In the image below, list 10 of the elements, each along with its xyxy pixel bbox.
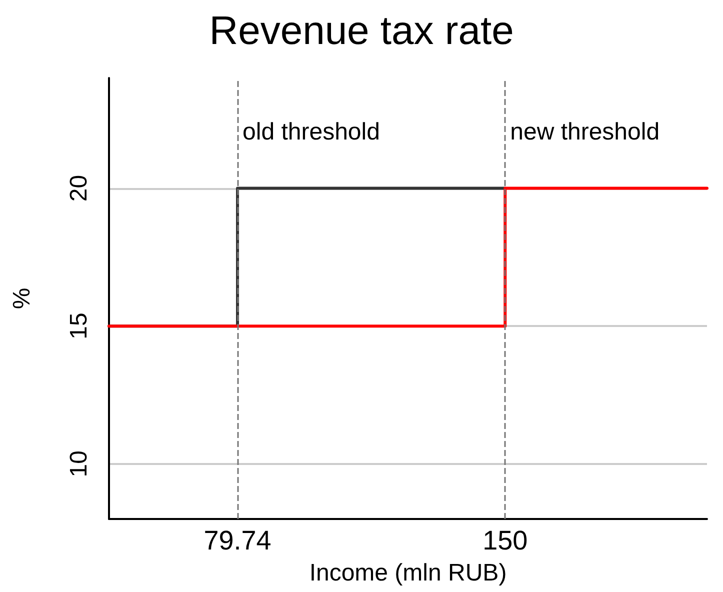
y-tick-label: 10 bbox=[66, 450, 92, 478]
y-axis-title: % bbox=[8, 288, 36, 310]
x-axis-title: Income (mln RUB) bbox=[309, 560, 507, 586]
y-tick-label: 20 bbox=[66, 174, 92, 202]
ref-line-label: new threshold bbox=[510, 118, 660, 146]
y-tick-label: 15 bbox=[66, 312, 92, 340]
ref-line-label: old threshold bbox=[242, 118, 380, 146]
x-tick-label: 150 bbox=[482, 526, 528, 556]
x-tick-label: 79.74 bbox=[204, 526, 272, 556]
chart-title: Revenue tax rate bbox=[209, 9, 514, 53]
